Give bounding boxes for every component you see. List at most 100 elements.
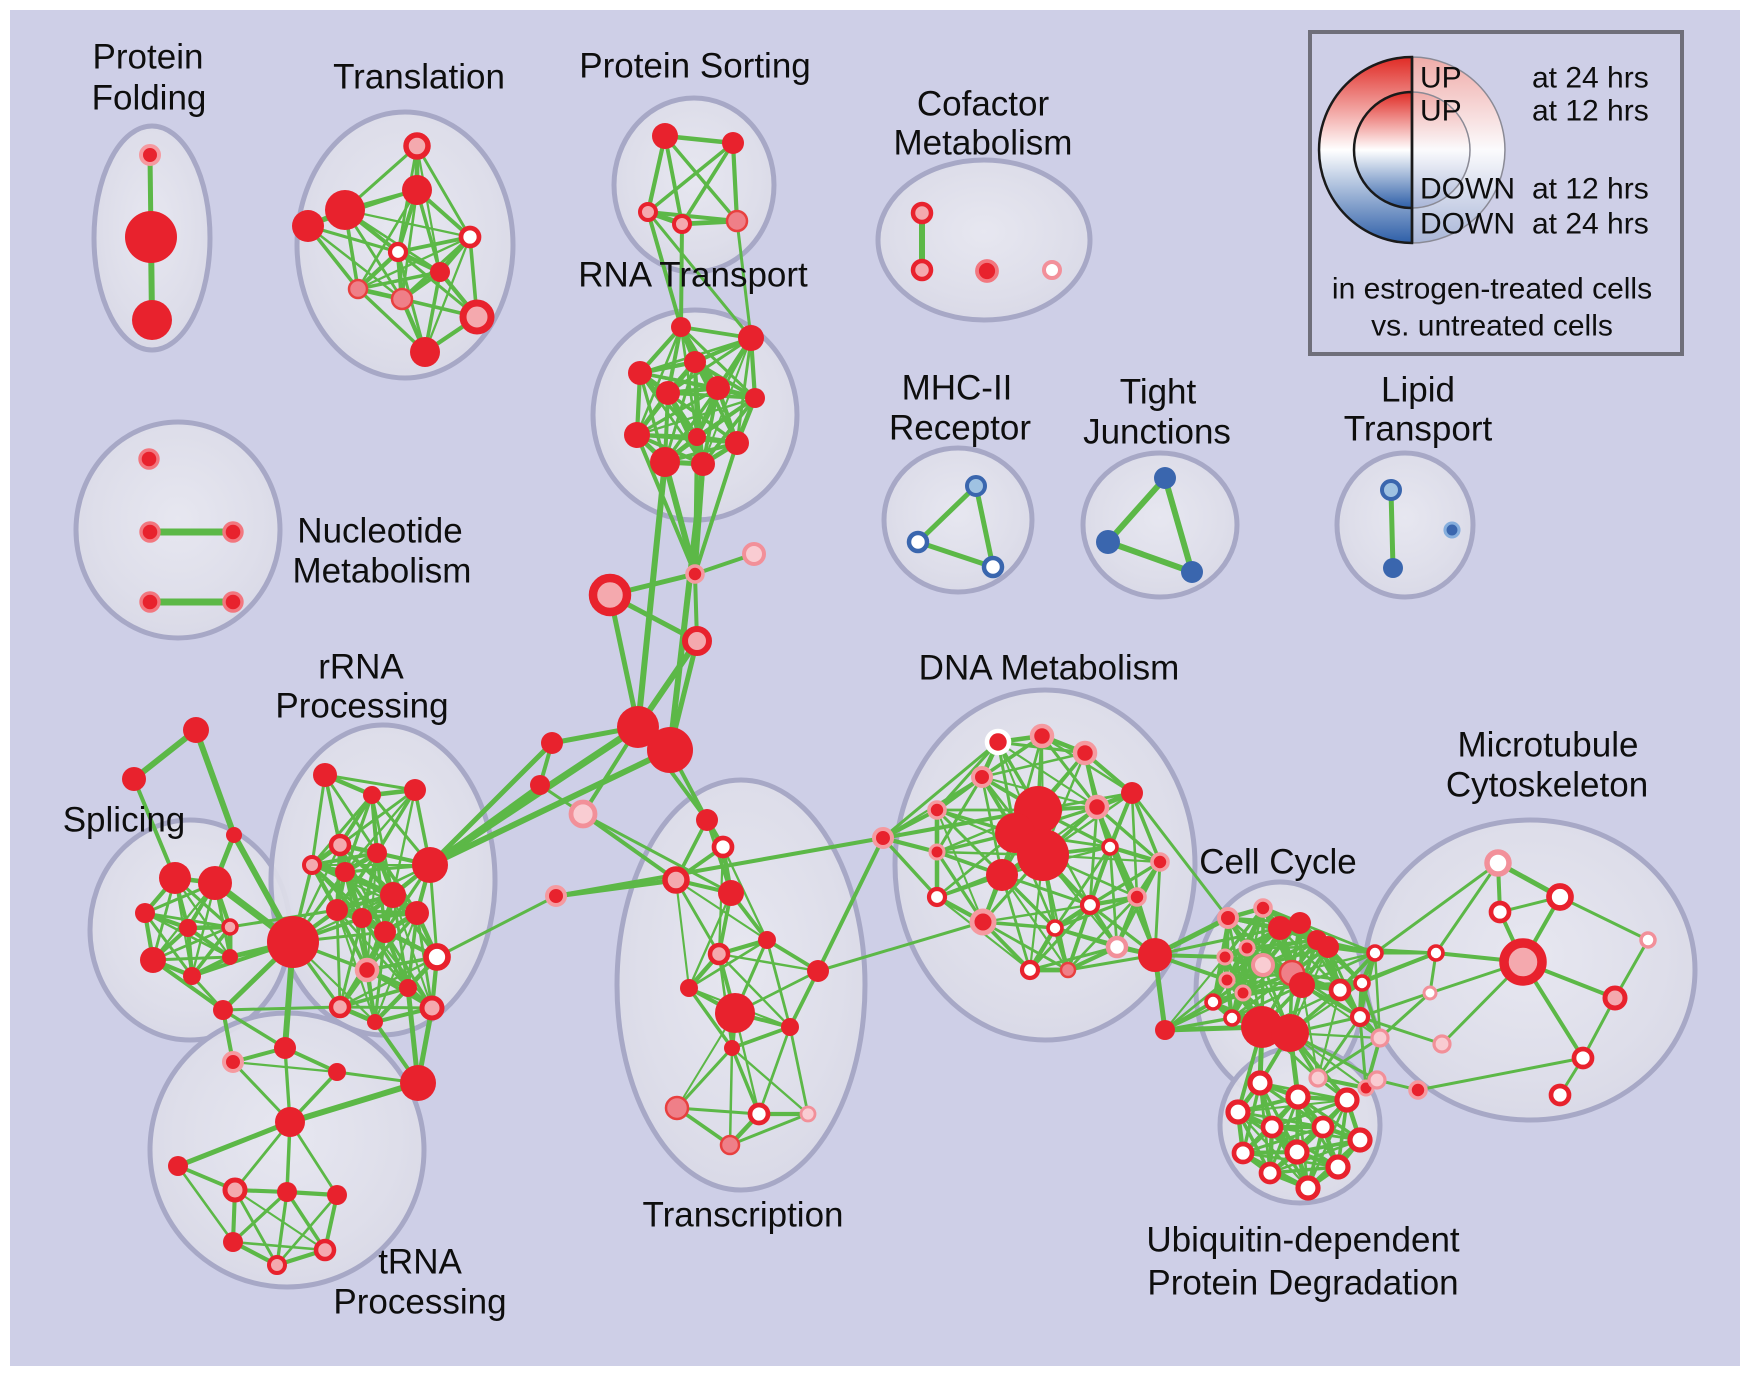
network-edge [1270,1098,1349,1129]
network-edge [427,740,555,868]
network-node-pf0 [139,144,161,166]
network-node-tx13 [799,1105,817,1123]
legend-time-1: at 12 hrs [1532,95,1649,128]
network-node-nm4 [222,591,244,613]
network-node-tr9 [410,337,440,367]
network-node-tx8 [715,993,755,1033]
network-node-mt1 [1546,883,1574,911]
network-edge [915,539,996,570]
network-node-rr12 [405,901,429,925]
network-node-ps1 [722,132,744,154]
network-node-mt2 [1488,900,1512,924]
network-edge [1358,1015,1368,1090]
network-node-rr7 [412,847,448,883]
network-node-tn4 [400,1065,436,1101]
network-node-tr1 [325,190,365,230]
network-node-rt0 [671,317,691,337]
network-edge [1053,845,1112,930]
network-edge [687,891,733,990]
network-edge [757,1025,792,1116]
network-node-cc23 [1370,1028,1390,1048]
network-node-mt4 [1499,938,1547,986]
network-node-mh0 [965,475,987,497]
network-node-tx4 [758,931,776,949]
network-node-cc13 [1234,984,1252,1002]
network-edge [1000,873,1070,972]
cluster-label-ub-1: Protein Degradation [1147,1264,1458,1303]
network-edge [415,144,442,274]
network-node-sp2 [135,903,155,923]
network-edge [310,793,374,867]
network-node-nm2 [222,521,244,543]
network-node-dm11 [986,859,1018,891]
network-node-rr13 [423,943,451,971]
network-edge [730,1046,761,1116]
network-edge [1360,951,1438,985]
network-node-ub2 [1334,1087,1360,1113]
network-node-tx0 [696,809,718,831]
network-node-mh1 [906,530,930,554]
network-node-cc16 [1271,1014,1309,1052]
network-node-cc5 [1238,939,1256,957]
network-edge [375,788,417,855]
cluster-label-ps-0: Protein Sorting [579,47,811,86]
network-node-rt1 [738,325,764,351]
network-node-lt1 [1383,558,1403,578]
network-node-ub7 [1231,1141,1255,1165]
network-node-tr10 [292,210,324,242]
network-node-dm4 [927,800,947,820]
legend-time-0: at 24 hrs [1532,62,1649,95]
network-edge [275,1193,339,1267]
network-node-tr6 [347,278,369,300]
network-node-rr17 [367,1014,383,1030]
network-edge [1378,991,1432,1040]
network-node-tj1 [1096,530,1120,554]
network-node-cc2 [1268,916,1292,940]
network-node-tr0 [403,132,431,160]
network-node-tx12 [747,1102,771,1126]
network-node-cc20 [1349,1006,1371,1028]
network-node-rr6 [367,843,387,863]
network-node-spt0 [183,717,209,743]
network-edge [132,777,177,880]
network-node-mtx1 [1408,1080,1428,1100]
network-edge [221,1008,287,1050]
network-node-ub5 [1311,1115,1335,1139]
network-node-tx5 [707,942,731,966]
network-node-cc1 [1253,898,1273,918]
legend-time-2: at 12 hrs [1532,173,1649,206]
network-edge [285,1190,327,1252]
network-node-dm15 [1127,887,1147,907]
network-node-dm21 [1105,935,1129,959]
network-node-mt5 [1422,985,1438,1001]
network-node-dmL [872,827,894,849]
network-node-tn5 [168,1156,188,1176]
network-node-cm1 [910,258,934,282]
network-node-sp5 [140,947,166,973]
network-edge [728,1046,734,1147]
network-edge [338,986,410,1009]
network-edge [287,1080,421,1125]
network-node-hb3 [682,626,712,656]
network-edge [391,788,417,897]
network-node-rr16 [328,995,352,1019]
network-node-rr18 [419,995,445,1021]
network-node-nm3 [139,591,161,613]
network-node-tn2 [274,1037,296,1059]
network-node-sp4 [221,918,239,936]
network-edge [1316,988,1342,1080]
network-node-rr1 [363,786,381,804]
network-edge [981,903,1092,924]
network-node-rrH [267,916,319,968]
network-node-dm18 [1046,919,1064,937]
network-edge [131,727,199,782]
network-node-rr15 [399,979,417,997]
network-node-ub0 [1247,1070,1273,1096]
network-node-pf2 [132,300,172,340]
network-node-tj0 [1154,467,1176,489]
network-node-rt9 [725,431,749,455]
network-node-mt0 [1484,849,1512,877]
network-edge [679,222,684,329]
network-edge [1162,475,1195,575]
